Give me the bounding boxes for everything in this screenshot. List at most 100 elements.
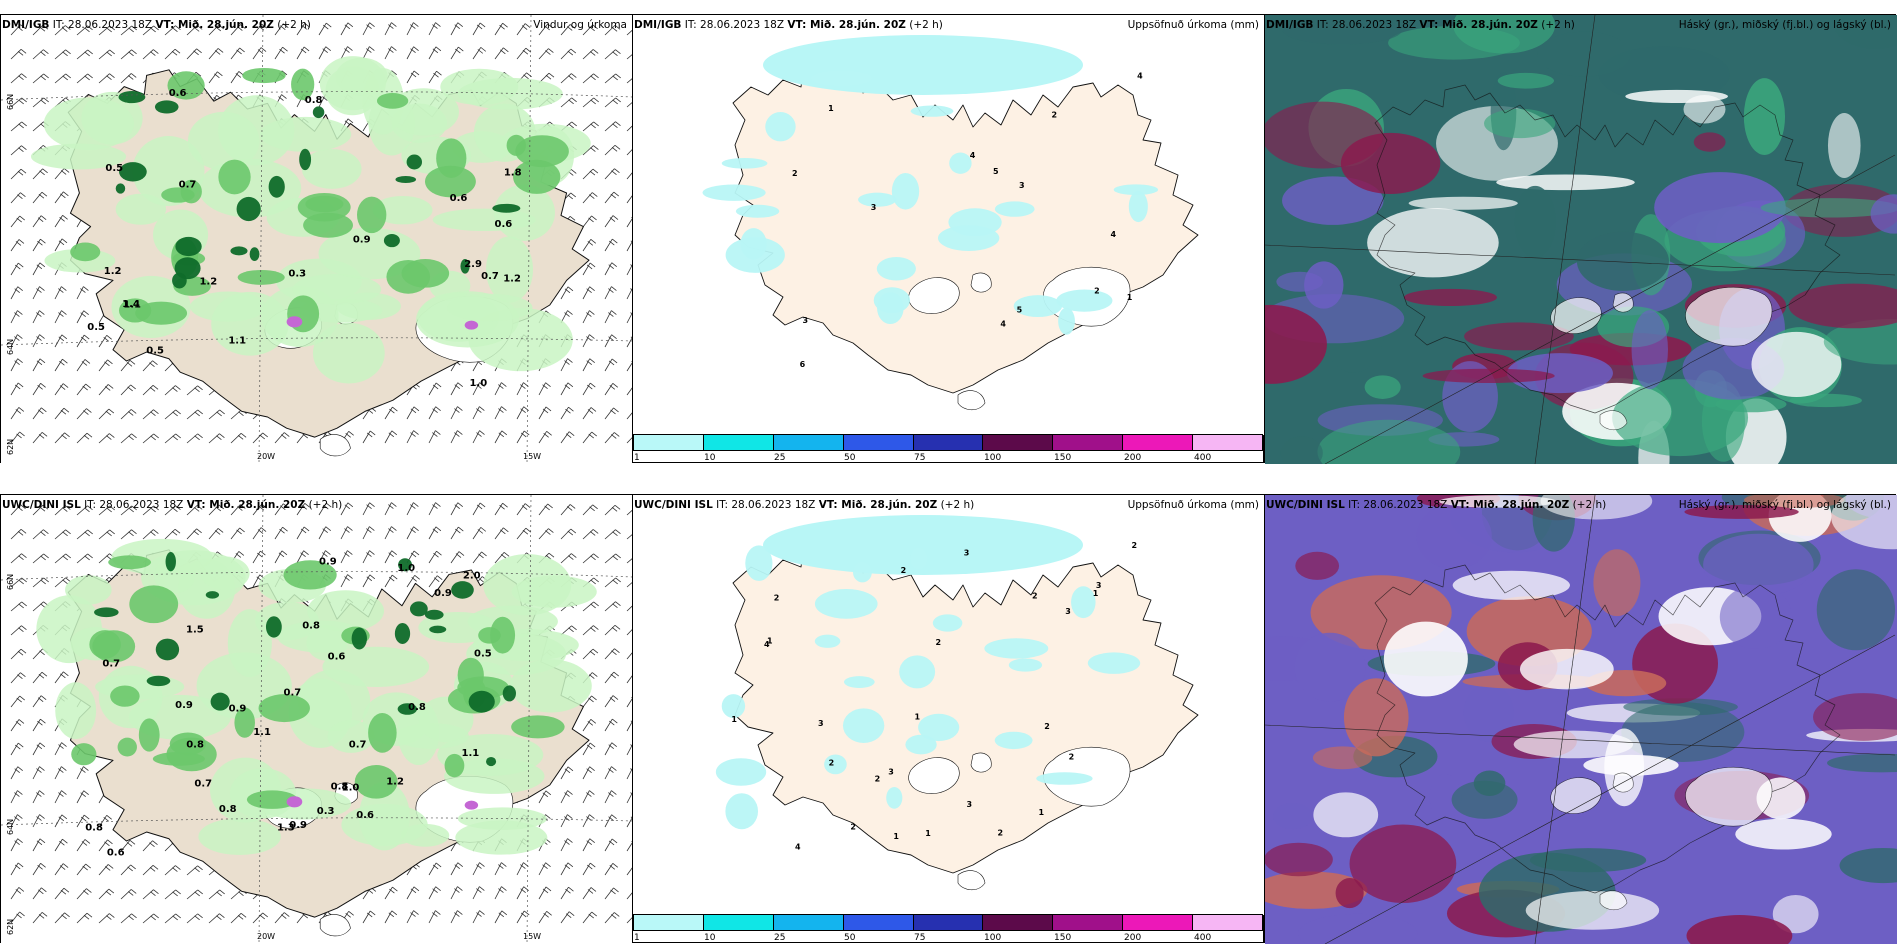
precip-value-label: 0.7 bbox=[194, 779, 212, 790]
accum-value-label: 3 bbox=[966, 800, 972, 809]
lead-time: (+2 h) bbox=[277, 19, 311, 31]
accum-value-label: 2 bbox=[829, 758, 835, 767]
model-name: DMI/IGB bbox=[1266, 19, 1314, 31]
cloud-cover-map bbox=[1265, 495, 1897, 944]
wind-precip-map: 66N 64N 62N 20W 15W 0.7 1.1 0.5 1.1 0.7 0.6 1.0 1.2 0… bbox=[1, 15, 633, 464]
accum-value-label: 6 bbox=[800, 360, 806, 369]
colorbar-swatch bbox=[913, 435, 984, 450]
colorbar-swatch bbox=[1123, 435, 1194, 450]
colorbar-tick-label: 75 bbox=[914, 933, 926, 943]
latitude-label: 62N bbox=[6, 439, 15, 455]
lead-time: (+2 h) bbox=[1541, 19, 1575, 31]
colorbar-swatch bbox=[634, 435, 704, 450]
precip-value-label: 0.9 bbox=[319, 556, 337, 567]
precip-value-label: 0.8 bbox=[331, 781, 349, 792]
lead-time: (+2 h) bbox=[909, 19, 943, 31]
panel-title: Uppsöfnuð úrkoma (mm) bbox=[1127, 499, 1259, 511]
precip-value-label: 0.9 bbox=[353, 235, 371, 246]
panel-dmi-clouds: DMI/IGB IT: 28.06.2023 18Z VT: Mið. 28.j… bbox=[1264, 14, 1897, 464]
latitude-label: 64N bbox=[6, 339, 15, 355]
accum-value-label: 3 bbox=[1096, 581, 1102, 590]
colorbar-swatch bbox=[983, 915, 1054, 930]
accum-value-label: 4 bbox=[970, 151, 976, 160]
valid-time: VT: Mið. 28.jún. 20Z bbox=[1419, 19, 1538, 31]
accum-value-label: 2 bbox=[1032, 591, 1038, 600]
accum-value-label: 3 bbox=[818, 719, 824, 728]
latitude-label: 66N bbox=[6, 94, 15, 110]
panel-title: Háský (gr.), miðský (fj.bl.) og lágský (… bbox=[1678, 499, 1891, 511]
accum-value-label: 4 bbox=[764, 640, 770, 649]
model-name: DMI/IGB bbox=[634, 19, 682, 31]
panel-uwc-clouds: UWC/DINI ISL IT: 28.06.2023 18Z VT: Mið.… bbox=[1264, 494, 1897, 944]
accum-value-label: 1 bbox=[767, 636, 773, 645]
accum-value-label: 4 bbox=[795, 843, 801, 852]
accum-value-label: 2 bbox=[774, 594, 780, 603]
accum-value-label: 1 bbox=[893, 832, 899, 841]
precip-value-label: 1.1 bbox=[461, 748, 479, 759]
longitude-label: 15W bbox=[523, 932, 541, 941]
colorbar-swatch bbox=[703, 435, 774, 450]
panel-header: DMI/IGB IT: 28.06.2023 18Z VT: Mið. 28.j… bbox=[1265, 17, 1895, 33]
precip-value-label: 1.2 bbox=[199, 276, 217, 287]
precip-value-label: 0.9 bbox=[175, 700, 193, 711]
colorbar-swatch bbox=[773, 915, 844, 930]
accum-value-label: 4 bbox=[1137, 71, 1143, 80]
precip-colorbar bbox=[633, 914, 1263, 931]
lead-time: (+2 h) bbox=[940, 499, 975, 511]
accum-value-label: 2 bbox=[1052, 111, 1058, 120]
panel-header: UWC/DINI ISL IT: 28.06.2023 18Z VT: Mið.… bbox=[1265, 497, 1895, 513]
valid-time: VT: Mið. 28.jún. 20Z bbox=[186, 499, 306, 511]
precip-value-label: 1.2 bbox=[104, 266, 122, 277]
accum-value-label: 2 bbox=[1069, 753, 1075, 762]
precip-value-label: 0.9 bbox=[289, 820, 307, 831]
latitude-label: 64N bbox=[6, 819, 15, 835]
precip-value-label: 1.2 bbox=[503, 273, 521, 284]
precip-value-label: 1.5 bbox=[186, 624, 204, 635]
accum-value-label: 3 bbox=[1065, 607, 1071, 616]
colorbar-swatch bbox=[1123, 915, 1194, 930]
precip-value-label: 0.6 bbox=[107, 848, 125, 859]
precip-value-label: 1.2 bbox=[386, 776, 404, 787]
accum-value-label: 2 bbox=[792, 169, 798, 178]
longitude-label: 20W bbox=[257, 932, 275, 941]
accum-value-label: 2 bbox=[1131, 541, 1137, 550]
colorbar-tick-label: 50 bbox=[844, 453, 856, 463]
accum-value-label: 3 bbox=[871, 203, 877, 212]
longitude-label: 15W bbox=[523, 452, 541, 461]
colorbar-swatch bbox=[843, 435, 914, 450]
accum-value-label: 1 bbox=[828, 104, 834, 113]
init-time: IT: 28.06.2023 18Z bbox=[52, 19, 153, 31]
precip-value-label: 0.7 bbox=[481, 271, 499, 282]
precip-value-label: 0.5 bbox=[105, 163, 123, 174]
precip-value-label: 0.7 bbox=[179, 179, 197, 190]
colorbar-tick-label: 150 bbox=[1054, 933, 1072, 943]
accum-value-label: 3 bbox=[1019, 181, 1025, 190]
precip-value-label: 0.7 bbox=[102, 659, 120, 670]
accum-value-label: 2 bbox=[1044, 722, 1050, 731]
accum-value-label: 3 bbox=[964, 549, 970, 558]
colorbar-tick-label: 75 bbox=[914, 453, 926, 463]
lead-time: (+2 h) bbox=[308, 499, 343, 511]
accum-value-label: 2 bbox=[901, 566, 907, 575]
colorbar-ticks: 1 10 25 50 75 100 150 200 400 bbox=[633, 933, 1263, 945]
precip-value-label: 0.6 bbox=[495, 219, 513, 230]
colorbar-tick-label: 100 bbox=[984, 933, 1002, 943]
panel-header: UWC/DINI ISL IT: 28.06.2023 18Z VT: Mið.… bbox=[1, 497, 631, 513]
accum-value-label: 5 bbox=[993, 167, 999, 176]
accum-value-label: 2 bbox=[875, 774, 881, 783]
accum-value-label: 4 bbox=[1110, 230, 1116, 239]
longitude-label: 20W bbox=[257, 452, 275, 461]
accum-value-label: 3 bbox=[888, 768, 894, 777]
precip-value-label: 0.3 bbox=[288, 268, 306, 279]
colorbar-swatch bbox=[843, 915, 914, 930]
accum-value-label: 4 bbox=[1000, 320, 1006, 329]
valid-time: VT: Mið. 28.jún. 20Z bbox=[818, 499, 938, 511]
accum-value-label: 1 bbox=[915, 713, 921, 722]
latitude-label: 66N bbox=[6, 574, 15, 590]
precip-colorbar bbox=[633, 434, 1263, 451]
precip-value-label: 0.7 bbox=[284, 687, 302, 698]
colorbar-swatch bbox=[1193, 915, 1263, 930]
panel-uwc-accum: UWC/DINI ISL IT: 28.06.2023 18Z VT: Mið.… bbox=[632, 494, 1265, 945]
colorbar-tick-label: 50 bbox=[844, 933, 856, 943]
